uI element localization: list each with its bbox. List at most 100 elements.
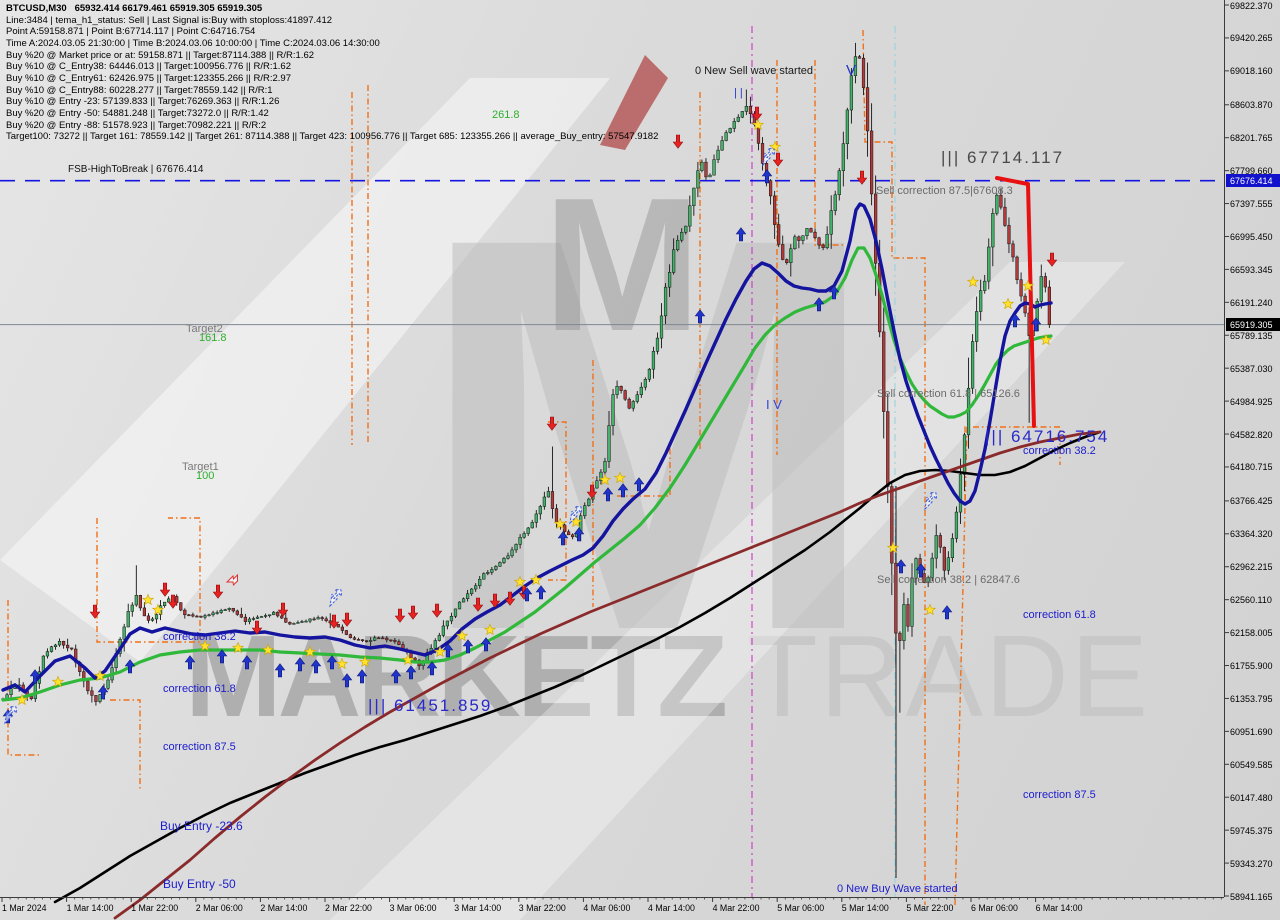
buy-arrow-icon xyxy=(442,643,454,658)
star-icon xyxy=(303,645,317,658)
price-tag-fsb_line: 67676.414 xyxy=(1226,174,1280,188)
star-icon xyxy=(151,603,165,616)
info-line: BTCUSD,M30 65932.414 66179.461 65919.305… xyxy=(6,3,263,14)
star-icon xyxy=(93,669,107,682)
sell-arrow-icon xyxy=(751,106,763,121)
buy-arrow-icon xyxy=(124,659,136,674)
hollow-arrow-icon xyxy=(569,505,583,525)
buy-arrow-icon xyxy=(535,585,547,600)
buy-arrow-icon xyxy=(390,669,402,684)
ma-fast-navy xyxy=(1,202,1053,694)
time-axis-label: 4 Mar 22:00 xyxy=(712,903,760,913)
star-icon xyxy=(433,645,447,658)
price-axis-label: 58941.165 xyxy=(1230,891,1273,902)
buy-arrow-icon xyxy=(480,637,492,652)
buy-arrow-icon xyxy=(310,659,322,674)
background-logo: MM xyxy=(0,55,1125,920)
time-axis-label: 6 Mar 14:00 xyxy=(1035,903,1083,913)
buy-arrow-icon xyxy=(573,527,585,542)
time-axis-label: 2 Mar 22:00 xyxy=(325,903,372,913)
buy-arrow-icon xyxy=(184,655,196,670)
price-axis-label: 65789.135 xyxy=(1230,330,1273,341)
star-icon xyxy=(15,693,29,706)
price-tag-current: 65919.305 xyxy=(1226,318,1280,332)
time-axis-label: 3 Mar 06:00 xyxy=(389,903,437,913)
info-line: Buy %20 @ Entry -88: 51578.923 || Target… xyxy=(6,119,267,131)
hollow-arrow-icon xyxy=(329,588,343,608)
time-axis-label: 2 Mar 06:00 xyxy=(195,903,243,913)
buy-arrow-icon xyxy=(557,531,569,546)
info-line: Buy %10 @ C_Entry61: 62426.975 || Target… xyxy=(6,72,291,84)
star-icon xyxy=(358,655,372,668)
sell-arrow-icon xyxy=(1046,252,1058,267)
price-axis-label: 69420.265 xyxy=(1230,33,1273,44)
trade-info-panel: BTCUSD,M30 65932.414 66179.461 65919.305… xyxy=(6,3,658,143)
price-axis-label: 62560.110 xyxy=(1230,595,1272,606)
time-axis-label: 1 Mar 2024 xyxy=(2,903,47,913)
price-axis-label: 66995.450 xyxy=(1230,231,1273,242)
buy-arrow-icon xyxy=(941,605,953,620)
buy-arrow-icon xyxy=(341,673,353,688)
buy-arrow-icon xyxy=(426,661,438,676)
svg-text:M: M xyxy=(543,159,701,371)
price-axis-label: 69018.160 xyxy=(1230,66,1273,77)
price-axis-label: 62962.215 xyxy=(1230,562,1273,573)
time-axis-label: 3 Mar 14:00 xyxy=(454,903,502,913)
price-axis-label: 68603.870 xyxy=(1230,100,1273,111)
ma-medium-green xyxy=(1,246,1053,702)
star-icon xyxy=(513,575,527,588)
time-axis-label: 5 Mar 22:00 xyxy=(906,903,954,913)
sell-arrow-icon xyxy=(586,484,598,499)
buy-arrow-icon xyxy=(521,587,533,602)
time-axis[interactable]: 1 Mar 2024 1 Mar 14:00 1 Mar 22:00 2 Mar 06… xyxy=(0,897,1224,920)
buy-arrow-icon xyxy=(895,559,907,574)
time-axis-label: 2 Mar 14:00 xyxy=(260,903,308,913)
info-line: Line:3484 | tema_h1_status: Sell | Last … xyxy=(6,14,333,26)
star-icon xyxy=(231,641,245,654)
buy-arrow-icon xyxy=(617,483,629,498)
sell-arrow-icon xyxy=(504,591,516,606)
star-icon xyxy=(455,629,469,642)
info-line: Buy %10 @ C_Entry38: 64446.013 || Target… xyxy=(6,61,291,73)
info-line: Buy %20 @ Entry -50: 54881.248 || Target… xyxy=(6,107,269,119)
star-icon xyxy=(261,643,275,656)
buy-arrow-icon xyxy=(915,563,927,578)
price-axis-label: 64984.925 xyxy=(1230,396,1273,407)
buy-arrow-icon xyxy=(602,487,614,502)
time-axis-label: 4 Mar 06:00 xyxy=(583,903,631,913)
price-axis[interactable]: 69822.370 69420.265 69018.160 68603.870 6820… xyxy=(1224,0,1280,902)
price-axis-label: 67799.660 xyxy=(1230,166,1273,177)
price-axis-label: 61353.795 xyxy=(1230,693,1273,704)
buy-arrow-icon xyxy=(694,309,706,324)
buy-arrow-icon xyxy=(1030,317,1042,332)
price-axis-label: 67397.555 xyxy=(1230,199,1273,210)
star-icon xyxy=(51,675,65,688)
sell-arrow-icon xyxy=(772,152,784,167)
time-axis-label: 1 Mar 22:00 xyxy=(131,903,179,913)
star-icon xyxy=(966,275,980,288)
buy-arrow-icon xyxy=(356,669,368,684)
sell-arrow-icon xyxy=(546,416,558,431)
info-line: Target100: 73272 || Target 161: 78559.14… xyxy=(6,131,659,143)
price-axis-label: 60549.585 xyxy=(1230,759,1273,770)
time-axis-label: 4 Mar 14:00 xyxy=(648,903,695,913)
price-axis-label: 63364.320 xyxy=(1230,529,1273,540)
price-axis-label: 66191.240 xyxy=(1230,297,1273,308)
signal-markers xyxy=(2,106,1058,725)
time-axis-label: 6 Mar 06:00 xyxy=(971,903,1018,913)
buy-arrow-icon xyxy=(633,477,645,492)
price-axis-label: 64582.820 xyxy=(1230,429,1273,440)
sell-arrow-icon xyxy=(251,620,263,635)
star-icon xyxy=(751,118,765,131)
sell-arrow-icon xyxy=(89,604,101,619)
buy-arrow-icon xyxy=(813,297,825,312)
hollow-arrow-icon xyxy=(4,705,18,725)
price-axis-label: 68201.765 xyxy=(1230,133,1273,144)
price-axis-label: 59745.375 xyxy=(1230,825,1273,836)
sell-arrow-icon xyxy=(672,134,684,149)
buy-arrow-icon xyxy=(735,227,747,242)
star-icon xyxy=(1001,297,1015,310)
price-axis-label: 60147.480 xyxy=(1230,792,1273,803)
star-icon xyxy=(335,657,349,670)
